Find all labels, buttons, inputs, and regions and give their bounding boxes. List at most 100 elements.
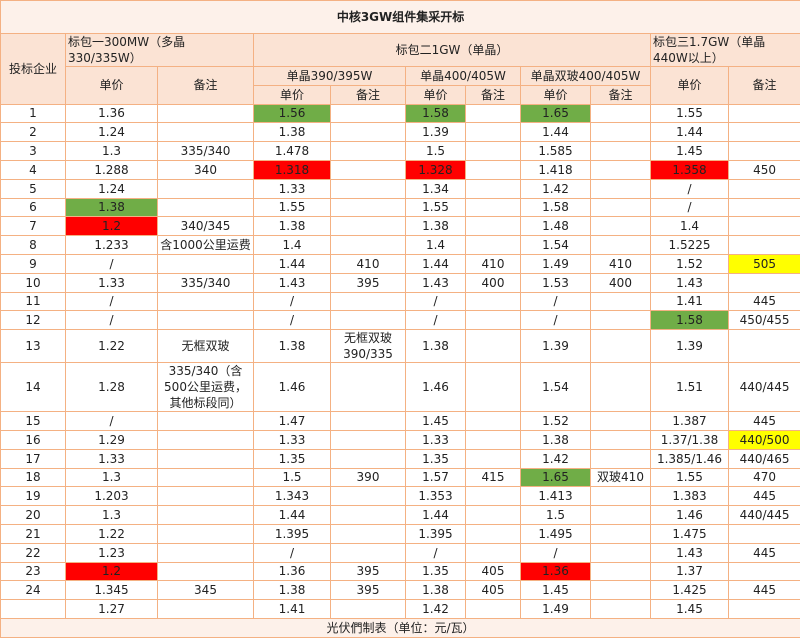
table-cell: 1.47 [253, 411, 331, 431]
table-cell: 1.343 [253, 486, 331, 507]
table-cell [727, 216, 800, 237]
table-cell: 23 [0, 561, 66, 582]
table-cell: 1.44 [650, 122, 729, 143]
table-cell: 1.35 [253, 448, 331, 469]
table-cell [157, 542, 254, 563]
table-row: 9/1.44 410 1.44 410 1.49 410 1.52 505 [0, 253, 800, 274]
table-cell: 410 [590, 253, 651, 274]
table-cell: 1.4 [253, 235, 331, 255]
table-cell [465, 523, 521, 544]
table-cell [465, 141, 521, 161]
header-cell: 备注 [157, 66, 254, 105]
table-cell: 505 [727, 253, 800, 274]
table-cell: 1.45 [405, 411, 466, 431]
table-cell: 1.36 [65, 103, 158, 124]
table-cell [157, 122, 254, 143]
table-cell: 8 [0, 235, 66, 255]
table-row: 10 1.33 335/340 1.43 395 1.43 400 1.53 400 1.43 [0, 272, 800, 293]
table-row: 7 1.2 340/345 1.38 1.38 1.48 1.4 [0, 216, 800, 237]
table-cell: 1.4 [650, 216, 729, 237]
table-cell [465, 235, 521, 255]
table-cell: 1.33 [253, 178, 331, 199]
table-cell [157, 467, 254, 488]
table-cell: 1.328 [405, 159, 466, 180]
table-cell: 无框双玻390/335 [330, 329, 406, 364]
table-cell: 1.33 [405, 429, 466, 450]
table-cell [330, 362, 406, 413]
table-cell: 1.385/1.46 [650, 448, 729, 469]
table-cell: 1.65 [520, 103, 591, 124]
footer: 光伏們制表（单位：元/瓦） [0, 617, 800, 638]
table-cell [157, 448, 254, 469]
table-cell: 4 [0, 159, 66, 180]
table-cell: 1.57 [405, 467, 466, 488]
table-cell: 1.35 [405, 448, 466, 469]
table-row: 12// //1.58 450/455 [0, 310, 800, 331]
table-cell: 440/445 [727, 362, 800, 413]
table-cell [330, 542, 406, 563]
table-cell: 1.233 [65, 235, 158, 255]
table-cell: 1.36 [520, 561, 591, 582]
table-cell [465, 429, 521, 450]
header-cell: 单价 [65, 66, 158, 105]
table-cell: / [253, 310, 331, 331]
table-cell [157, 291, 254, 312]
table-cell: 1.42 [520, 448, 591, 469]
table-cell: 1.38 [65, 197, 158, 218]
table-cell [465, 362, 521, 413]
table-row: 14 1.28 335/340（含500公里运费，其他标段同） 1.46 1.46 1.5… [0, 362, 800, 413]
table-cell: 1.42 [405, 599, 466, 619]
table-cell: 1.37 [650, 561, 729, 582]
table-row: 21 1.22 1.395 1.395 1.495 1.475 [0, 523, 800, 544]
table-cell: 445 [727, 580, 800, 601]
table-cell: 18 [0, 467, 66, 488]
table-cell [330, 235, 406, 255]
table-cell: 1.38 [405, 216, 466, 237]
table-cell: 1.38 [253, 122, 331, 143]
table-cell: 335/340（含500公里运费，其他标段同） [157, 362, 254, 413]
table-cell: 1.55 [405, 197, 466, 218]
table-cell: 1.58 [650, 310, 729, 331]
table-cell: 1.3 [65, 467, 158, 488]
table-cell: 1.44 [405, 253, 466, 274]
table-row: 8 1.233 含1000公里运费 1.4 1.4 1.54 1.5225 [0, 235, 800, 255]
table-cell: 1.49 [520, 599, 591, 619]
table-cell: 15 [0, 411, 66, 431]
table-cell: 1.3 [65, 141, 158, 161]
table-cell [590, 197, 651, 218]
table-cell: 345 [157, 580, 254, 601]
table-cell: 10 [0, 272, 66, 293]
table-cell: 470 [727, 467, 800, 488]
table-cell [727, 141, 800, 161]
table-cell: 440/445 [727, 505, 800, 525]
table-cell: 395 [330, 580, 406, 601]
table-row: 1 1.36 1.56 1.58 1.65 1.55 [0, 103, 800, 124]
header-cell: 备注 [465, 84, 521, 105]
table-cell [590, 122, 651, 143]
table-cell: 1.45 [650, 141, 729, 161]
table-cell: 1.53 [520, 272, 591, 293]
table-cell [465, 486, 521, 507]
table-cell: 1.418 [520, 159, 591, 180]
table-row: 16 1.29 1.33 1.33 1.38 1.37/1.38 440/500 [0, 429, 800, 450]
table-cell: 1.38 [405, 329, 466, 364]
table-cell [157, 486, 254, 507]
table-cell: / [520, 291, 591, 312]
table-cell: 1.65 [520, 467, 591, 488]
table-cell [465, 542, 521, 563]
table-cell: 1.43 [253, 272, 331, 293]
table-cell: 1.22 [65, 329, 158, 364]
table-cell: 1.52 [520, 411, 591, 431]
table-cell: 1.4 [405, 235, 466, 255]
table-cell [590, 411, 651, 431]
table-cell [465, 505, 521, 525]
table-cell: 6 [0, 197, 66, 218]
table-cell [727, 178, 800, 199]
table-cell [465, 448, 521, 469]
table-cell: 395 [330, 561, 406, 582]
table-cell: 1.288 [65, 159, 158, 180]
table-cell: 1 [0, 103, 66, 124]
table-cell [727, 561, 800, 582]
table-cell [157, 253, 254, 274]
table-cell: 1.38 [405, 580, 466, 601]
